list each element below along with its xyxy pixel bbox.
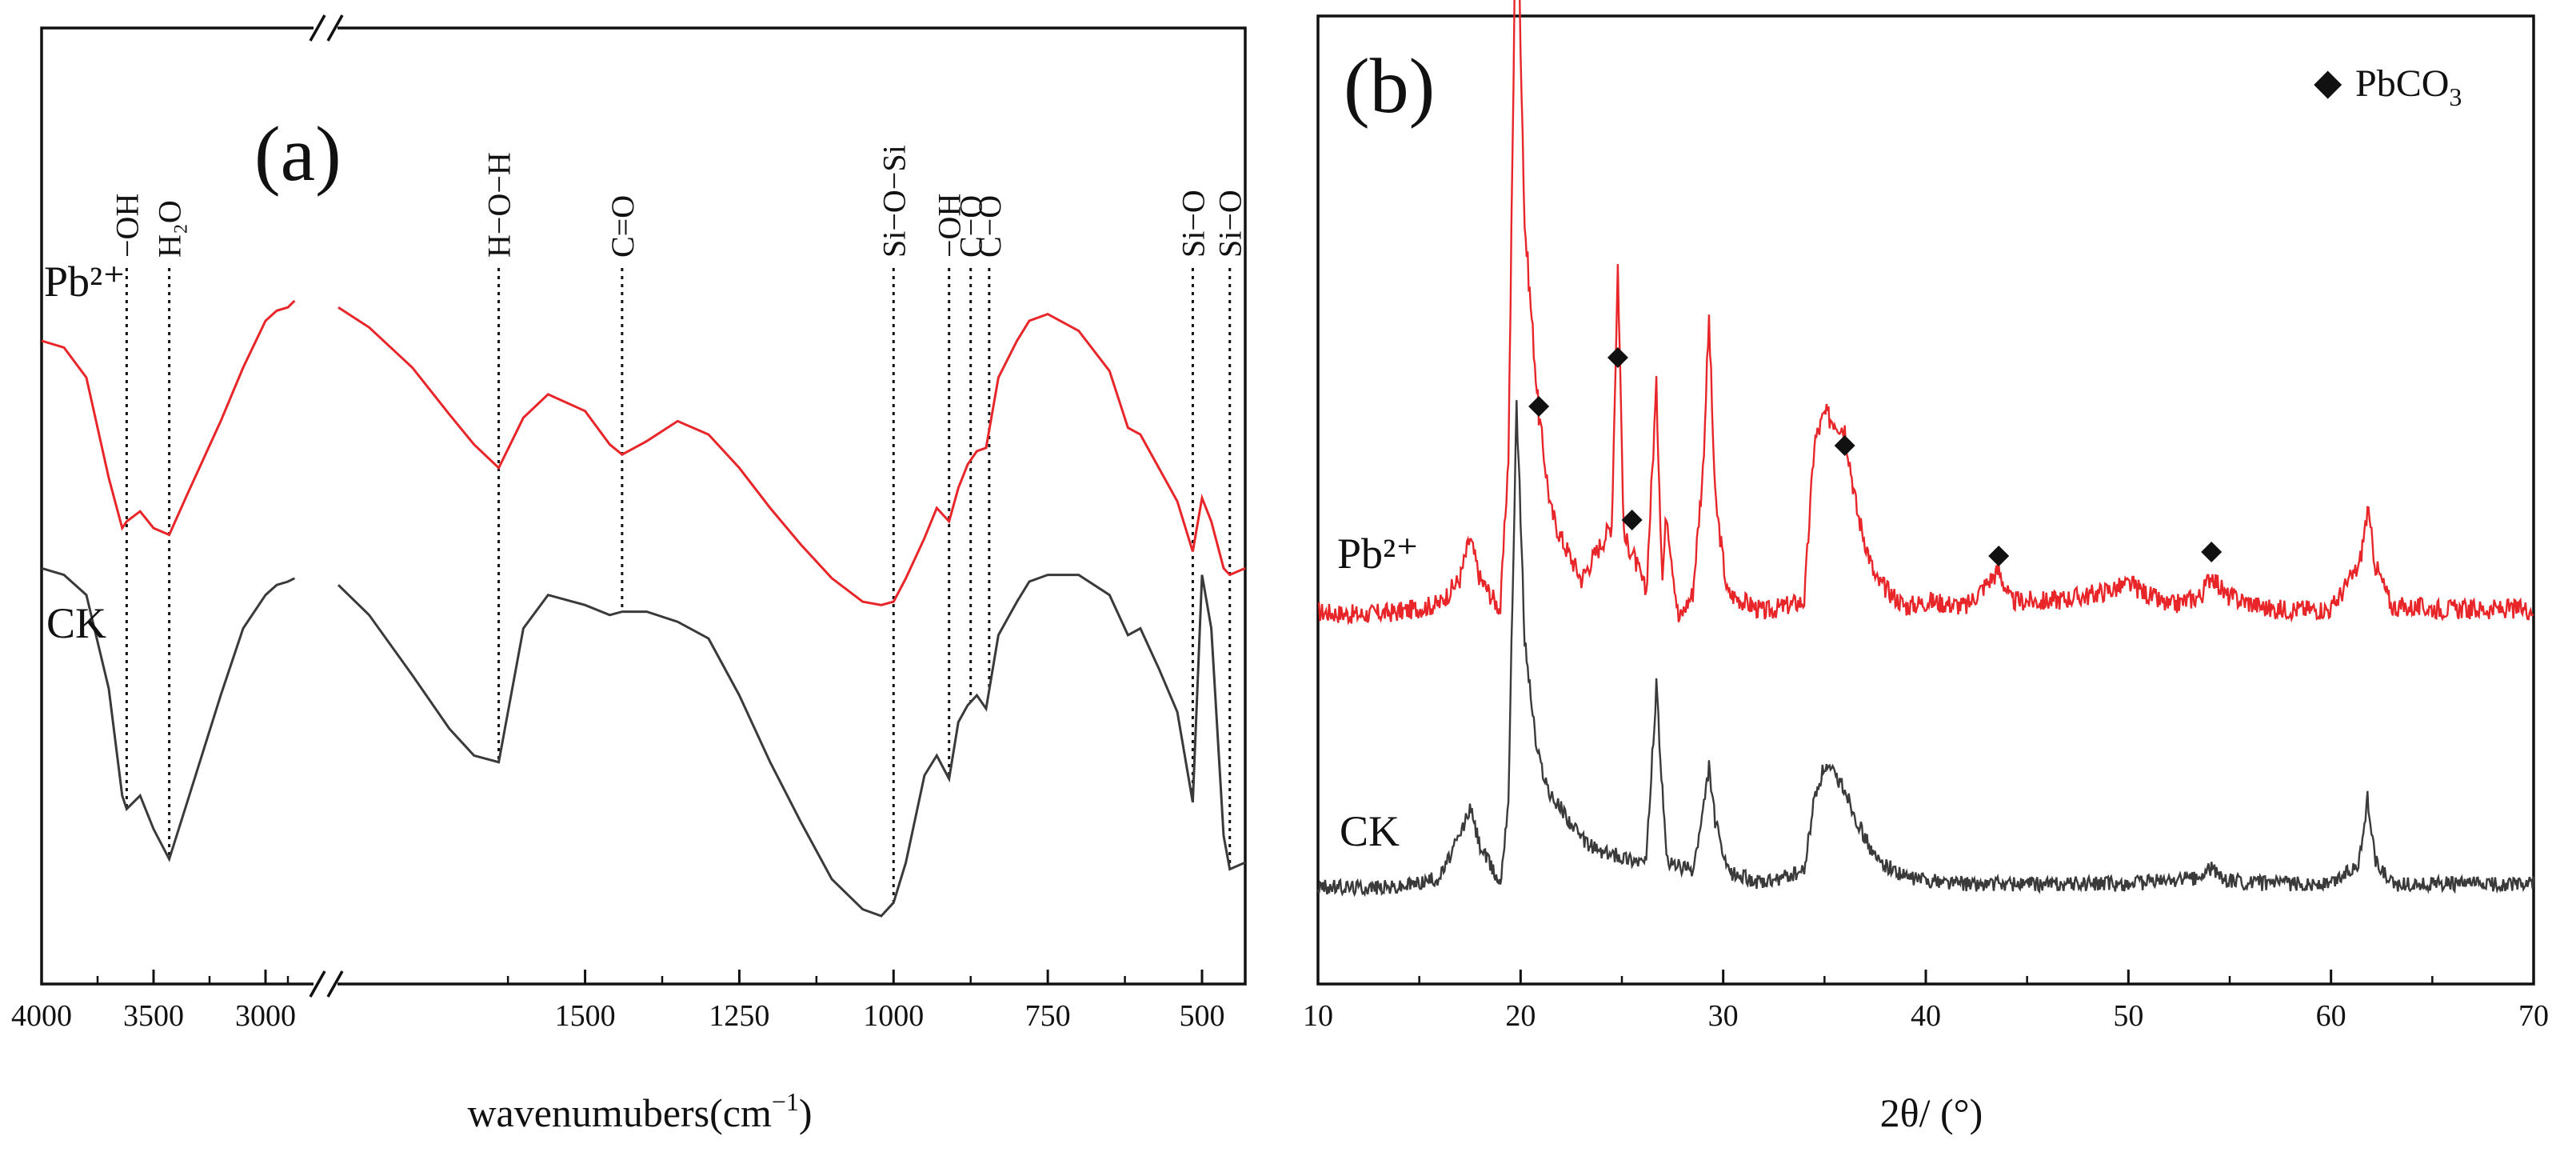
pbco3-marker-icon (1988, 546, 2010, 566)
xrd-x-tick-label: 30 (1708, 999, 1739, 1033)
xrd-x-tick-label: 40 (1911, 999, 1941, 1033)
xrd-x-tick-label: 70 (2518, 999, 2549, 1033)
axis-break-slash (309, 14, 326, 42)
xrd-x-tick-label: 60 (2316, 999, 2346, 1033)
legend-diamond-icon: ◆ (2314, 62, 2342, 102)
ftir-panel: 4000 3500 3000 1500 1250 1000 750 500 −OH H₂O H−O… (11, 14, 1248, 1135)
axis-break-slash (309, 970, 326, 998)
xrd-x-tick-label: 50 (2113, 999, 2143, 1033)
band-label: −OH (109, 194, 145, 258)
xrd-series-ck (1316, 400, 2535, 898)
band-label: −OH (932, 194, 968, 258)
ftir-series-label-ck: CK (46, 599, 106, 647)
ftir-x-tick-label: 750 (1025, 999, 1071, 1033)
pbco3-marker-icon (2201, 542, 2223, 562)
ftir-x-tick-label: 1500 (555, 999, 616, 1033)
legend-label: PbCO3 (2355, 62, 2462, 111)
ftir-plot-frame (40, 26, 1247, 986)
band-label: Si−O (1175, 190, 1211, 258)
xrd-panel: 10 20 30 40 50 60 70 (b) ◆ PbCO3 Pb²⁺ CK 2θ/ (… (1303, 0, 2549, 1135)
band-label: H−O−H (481, 152, 517, 258)
ftir-x-tick-label: 3000 (235, 999, 296, 1033)
pbco3-marker-icon (1528, 396, 1550, 417)
panel-a-label: (a) (254, 111, 341, 198)
ftir-x-axis-title: wavenumubers(cm−1) (467, 1087, 812, 1135)
ftir-x-tick-label: 3500 (123, 999, 184, 1033)
ftir-x-tick-label: 4000 (11, 999, 72, 1033)
band-label: C−O (953, 195, 989, 258)
ftir-series-pb-segment-low (337, 306, 1246, 606)
pbco3-marker-icon (1834, 435, 1855, 456)
xrd-series-pb (1317, 0, 2534, 626)
band-label: Si−O (1212, 190, 1248, 258)
xrd-legend: ◆ PbCO3 (2314, 62, 2462, 111)
xrd-x-tick-label: 20 (1505, 999, 1536, 1033)
band-label: Si−O−Si (876, 145, 912, 258)
xrd-series-label-pb: Pb²⁺ (1337, 530, 1419, 578)
xrd-x-tick-label: 10 (1303, 999, 1333, 1033)
ftir-series-pb-segment-high (41, 299, 296, 537)
xrd-plot-frame (1316, 14, 2535, 986)
panel-b-label: (b) (1344, 43, 1435, 130)
band-label: H₂O (152, 200, 188, 258)
pbco3-marker-icon (1607, 347, 1628, 368)
xrd-x-axis-title: 2θ/ (°) (1880, 1090, 1983, 1135)
pbco3-marker-icon (1621, 510, 1643, 530)
xrd-series-label-ck: CK (1340, 807, 1400, 855)
ftir-series-ck-segment-low (337, 574, 1246, 918)
axis-break-slash (326, 970, 344, 998)
band-label: C−O (972, 195, 1008, 258)
ftir-x-tick-label: 500 (1180, 999, 1225, 1033)
ftir-series-label-pb: Pb²⁺ (44, 258, 126, 306)
axis-break-slash (326, 14, 344, 42)
ftir-series-ck-segment-high (41, 566, 296, 862)
ftir-x-tick-label: 1250 (709, 999, 769, 1033)
ftir-x-tick-label: 1000 (863, 999, 924, 1033)
band-label: C=O (605, 195, 641, 258)
